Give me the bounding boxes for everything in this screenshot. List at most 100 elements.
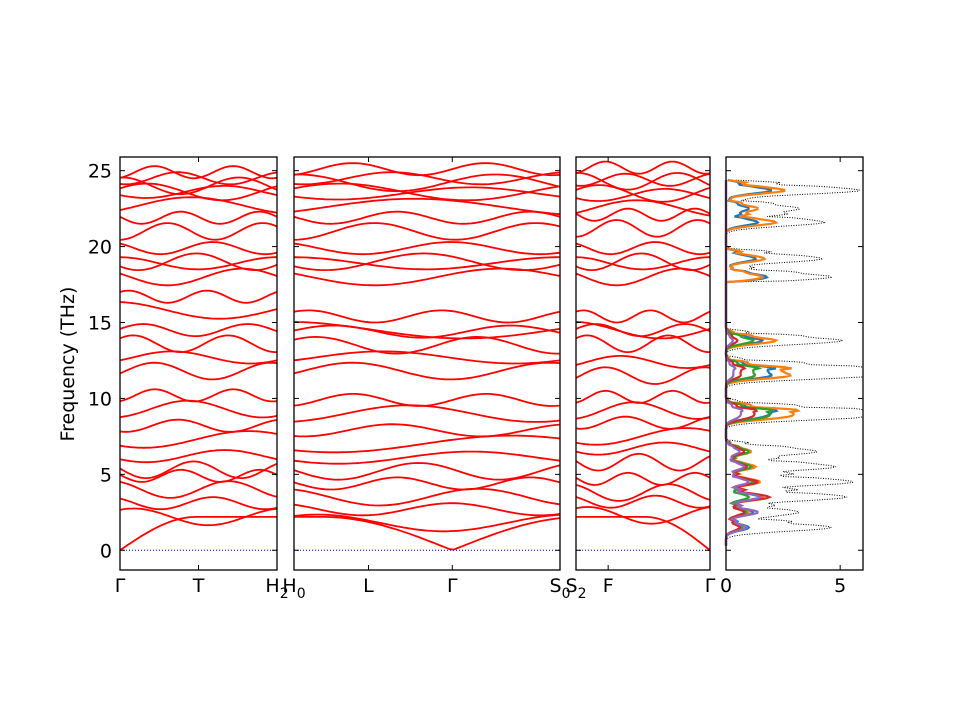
band-line <box>575 401 711 420</box>
band-line <box>293 502 561 517</box>
band-line <box>119 323 278 338</box>
band-panel-frame <box>293 156 561 571</box>
band-line <box>293 197 561 216</box>
x-tick-label: Γ <box>447 575 458 597</box>
dos-x-tick-label: 5 <box>834 575 846 597</box>
band-line <box>293 222 561 241</box>
band-line <box>119 165 278 180</box>
band-line <box>575 184 711 203</box>
band-line <box>119 184 278 199</box>
band-line <box>293 186 561 201</box>
band-line <box>119 361 278 381</box>
band-line <box>119 430 278 449</box>
x-tick-label: Γ <box>115 575 126 597</box>
y-tick-label: 5 <box>100 464 112 486</box>
y-axis-label: Frequency (THz) <box>57 287 79 442</box>
band-line <box>119 507 278 527</box>
band-line <box>119 171 278 186</box>
band-line <box>575 172 711 187</box>
band-line <box>119 418 278 433</box>
band-line <box>119 334 277 354</box>
band-line <box>575 452 711 472</box>
band-line <box>575 320 711 340</box>
band-line <box>575 160 711 175</box>
band-line <box>293 513 561 533</box>
band-line <box>119 480 278 499</box>
band-line <box>293 182 561 202</box>
band-line <box>293 434 561 454</box>
y-tick-label: 10 <box>88 388 112 410</box>
band-line <box>119 267 278 287</box>
band-line <box>575 389 711 404</box>
band-line <box>575 334 710 354</box>
band-line <box>575 483 711 502</box>
band-line <box>119 516 277 552</box>
band-line <box>575 494 711 509</box>
band-line <box>119 449 278 464</box>
band-line <box>119 256 277 271</box>
band-line <box>293 392 561 407</box>
band-line <box>119 301 278 320</box>
y-tick-label: 0 <box>100 540 112 562</box>
band-panel-3 <box>575 160 711 551</box>
band-line <box>293 404 561 423</box>
band-line <box>575 219 711 238</box>
band-line <box>293 309 561 324</box>
dos-panel <box>724 179 864 546</box>
band-line <box>293 256 560 271</box>
band-line <box>575 241 711 256</box>
band-line <box>119 399 278 419</box>
x-tick-label: F <box>603 575 614 597</box>
band-line <box>119 222 278 241</box>
band-line <box>119 468 278 483</box>
x-tick-label: H0 <box>282 575 305 602</box>
band-line <box>119 252 278 272</box>
band-line <box>575 427 711 446</box>
x-tick-label: H2 <box>265 575 288 602</box>
band-line <box>575 199 711 217</box>
band-line <box>293 252 561 272</box>
band-line <box>575 187 711 202</box>
band-line <box>119 289 278 304</box>
band-line <box>293 162 561 177</box>
x-tick-label: L <box>363 575 374 597</box>
band-line <box>293 462 561 481</box>
dos-x-tick-label: 0 <box>720 575 732 597</box>
band-line <box>119 350 278 365</box>
band-line <box>575 366 711 385</box>
band-line <box>119 388 278 403</box>
y-tick-label: 20 <box>88 237 112 259</box>
band-line <box>119 210 278 225</box>
band-line <box>293 335 560 355</box>
band-line <box>119 496 278 511</box>
x-tick-label: Γ <box>705 575 716 597</box>
band-panel-1 <box>119 165 278 552</box>
band-panel-2 <box>293 162 561 551</box>
band-line <box>293 241 561 256</box>
band-line <box>293 210 561 225</box>
band-line <box>293 450 561 465</box>
band-line <box>576 516 711 551</box>
band-line <box>293 487 561 507</box>
band-line <box>119 460 278 480</box>
band-line <box>293 320 561 340</box>
band-line <box>575 171 711 191</box>
x-tick-label: T <box>192 575 205 597</box>
y-tick-label: 25 <box>88 161 112 183</box>
band-line <box>575 415 711 430</box>
band-line <box>293 350 561 365</box>
band-line <box>293 267 561 287</box>
band-line <box>575 506 711 525</box>
band-line <box>575 354 711 370</box>
band-line <box>575 471 711 486</box>
band-line <box>575 441 711 456</box>
band-line <box>294 516 561 551</box>
band-line <box>293 423 561 438</box>
x-tick-label: S2 <box>566 575 587 602</box>
x-tick-label: S0 <box>550 575 571 602</box>
band-line <box>119 196 278 214</box>
band-panel-frame <box>575 156 711 571</box>
band-line <box>575 309 711 324</box>
band-line <box>293 361 561 381</box>
